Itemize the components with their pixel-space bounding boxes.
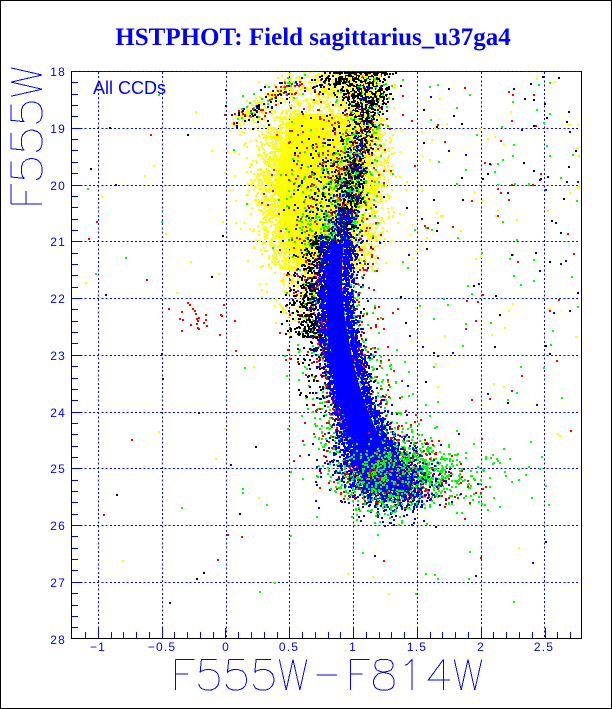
svg-text:2.5: 2.5 (534, 640, 554, 654)
svg-text:0: 0 (222, 640, 230, 654)
svg-text:27: 27 (50, 576, 66, 590)
svg-text:−0.5: −0.5 (148, 640, 177, 654)
svg-text:2: 2 (477, 640, 485, 654)
svg-text:All CCDs: All CCDs (93, 78, 166, 98)
svg-text:26: 26 (50, 519, 66, 533)
svg-text:0.5: 0.5 (279, 640, 299, 654)
svg-text:18: 18 (50, 65, 66, 79)
svg-text:22: 22 (50, 292, 66, 306)
svg-text:25: 25 (50, 462, 66, 476)
svg-text:20: 20 (50, 179, 66, 193)
svg-text:24: 24 (50, 406, 66, 420)
svg-text:−1: −1 (90, 640, 106, 654)
svg-text:1: 1 (349, 640, 357, 654)
svg-text:21: 21 (50, 235, 66, 249)
svg-text:1.5: 1.5 (407, 640, 427, 654)
svg-text:19: 19 (50, 122, 66, 136)
svg-text:28: 28 (50, 633, 66, 647)
svg-text:23: 23 (50, 349, 66, 363)
